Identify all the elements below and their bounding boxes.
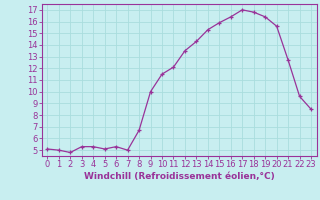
X-axis label: Windchill (Refroidissement éolien,°C): Windchill (Refroidissement éolien,°C) [84, 172, 275, 181]
